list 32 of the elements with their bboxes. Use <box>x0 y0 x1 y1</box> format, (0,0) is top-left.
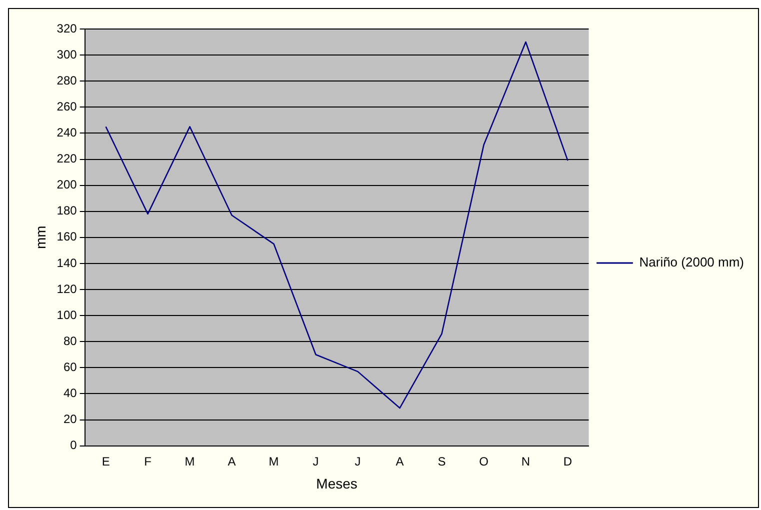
x-tick-label: A <box>396 454 404 468</box>
y-axis-title: mm <box>32 226 48 250</box>
legend-label: Nariño (2000 mm) <box>639 254 744 270</box>
y-tick-label: 160 <box>56 230 78 244</box>
x-tick-label: O <box>479 454 488 468</box>
y-tick-label: 0 <box>70 438 78 452</box>
x-tick-label: J <box>354 454 361 468</box>
y-tick-label: 260 <box>56 99 78 114</box>
x-tick-label: N <box>521 454 530 468</box>
x-tick-label: M <box>268 454 279 468</box>
x-tick-label: M <box>184 454 195 468</box>
y-tick-label: 280 <box>56 73 78 88</box>
y-tick-label: 240 <box>56 126 78 140</box>
y-tick-label: 120 <box>56 282 78 296</box>
y-tick-label: 220 <box>56 152 78 166</box>
y-tick-label: 140 <box>56 256 78 270</box>
y-tick-label: 80 <box>63 334 78 348</box>
x-tick-label: S <box>438 454 446 468</box>
y-tick-label: 200 <box>56 178 78 192</box>
y-tick-label: 40 <box>63 386 78 400</box>
y-tick-label: 60 <box>63 360 78 374</box>
x-axis-title: Meses <box>316 475 358 492</box>
y-tick-label: 100 <box>56 308 78 322</box>
x-tick-label: J <box>312 454 319 468</box>
x-tick-label: A <box>228 454 236 468</box>
y-tick-label: 180 <box>56 204 78 218</box>
y-tick-label: 20 <box>63 412 78 426</box>
x-tick-label: E <box>102 454 110 468</box>
x-tick-label: F <box>144 454 152 468</box>
x-tick-label: D <box>563 454 572 468</box>
y-tick-label: 300 <box>56 47 78 62</box>
y-tick-label: 320 <box>56 21 78 36</box>
